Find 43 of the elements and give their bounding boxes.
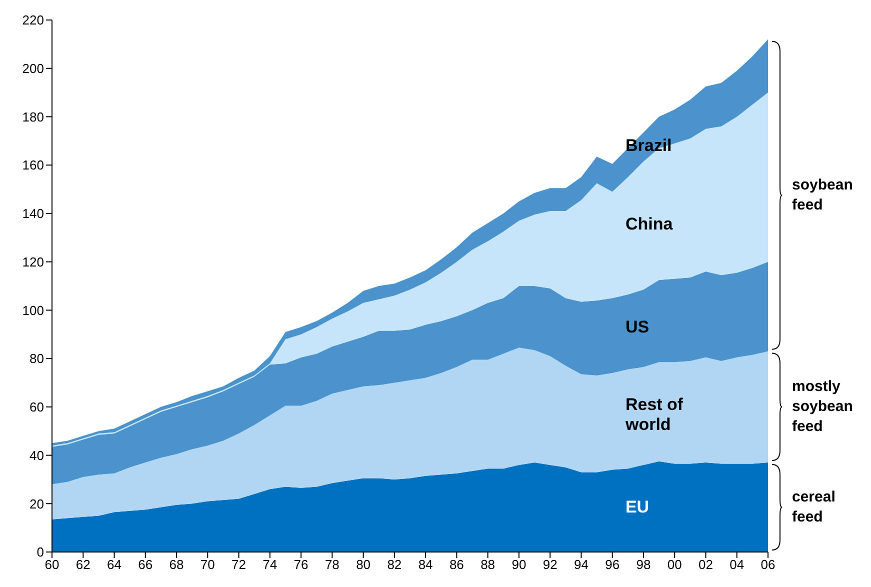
x-tick-label: 94	[574, 557, 588, 572]
x-tick-label: 66	[138, 557, 153, 572]
x-tick-label: 76	[294, 557, 308, 572]
x-tick-label: 86	[449, 557, 464, 572]
x-tick-label: 64	[107, 557, 122, 572]
y-tick-label: 60	[30, 400, 44, 415]
x-tick-label: 06	[760, 557, 776, 572]
x-tick-label: 70	[200, 557, 215, 572]
x-tick-label: 84	[418, 557, 433, 572]
x-tick-label: 02	[698, 557, 713, 572]
y-tick-label: 140	[22, 206, 44, 222]
x-tick-label: 00	[667, 557, 682, 572]
x-tick-label: 92	[542, 557, 558, 572]
x-tick-label: 80	[356, 557, 371, 572]
x-tick-label: 72	[232, 557, 246, 572]
y-tick-label: 160	[22, 158, 44, 173]
text: mostly soybean feed	[792, 378, 853, 435]
x-tick-label: 90	[512, 557, 526, 572]
y-tick-label: 80	[30, 351, 44, 366]
series-label: EU	[625, 498, 650, 517]
x-tick-label: 68	[169, 557, 184, 572]
x-tick-label: 60	[44, 557, 60, 572]
y-tick-label: 40	[30, 448, 44, 463]
y-tick-label: 0	[36, 544, 44, 560]
y-tick-label: 220	[22, 12, 44, 28]
x-tick-label: 74	[262, 557, 278, 572]
x-tick-label: 96	[605, 557, 620, 572]
series-label: China	[625, 215, 674, 234]
y-tick-label: 180	[22, 109, 44, 124]
y-tick-label: 120	[22, 254, 44, 270]
text: soybean feed	[792, 176, 853, 214]
y-tick-label: 200	[22, 60, 44, 76]
series-label: Rest of world	[624, 395, 684, 434]
x-tick-label: 04	[730, 557, 744, 572]
series-label: US	[625, 318, 650, 337]
y-tick-label: 100	[22, 302, 44, 318]
x-tick-label: 98	[636, 557, 651, 572]
x-tick-label: 82	[387, 557, 402, 572]
x-tick-label: 88	[480, 557, 496, 572]
x-tick-label: 62	[76, 557, 90, 572]
text: cereal feed	[792, 488, 836, 526]
y-tick-label: 20	[30, 496, 44, 512]
x-tick-label: 78	[324, 557, 340, 572]
